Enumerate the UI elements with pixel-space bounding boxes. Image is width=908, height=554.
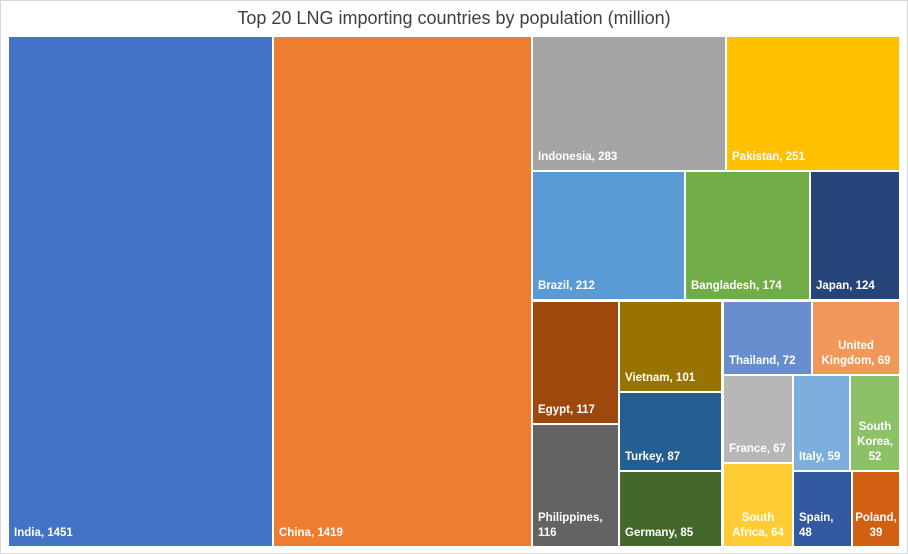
treemap-tile-france: France, 67 xyxy=(724,376,792,462)
data-label: France, 67 xyxy=(729,443,786,455)
treemap-tile-pakistan: Pakistan, 251 xyxy=(727,37,899,170)
treemap-tile-philippines: Philippines, 116 xyxy=(533,425,618,546)
treemap-tile-vietnam: Vietnam, 101 xyxy=(620,302,721,391)
data-label: Turkey, 87 xyxy=(625,451,681,463)
treemap-tile-egypt: Egypt, 117 xyxy=(533,302,618,423)
data-label: Egypt, 117 xyxy=(538,404,595,416)
data-label: Indonesia, 283 xyxy=(538,151,618,163)
treemap-tile-brazil: Brazil, 212 xyxy=(533,172,684,299)
treemap-tile-spain: Spain, 48 xyxy=(794,472,851,546)
treemap-tile-china: China, 1419 xyxy=(274,37,531,546)
data-label: China, 1419 xyxy=(279,527,343,539)
data-label: Italy, 59 xyxy=(799,451,841,463)
treemap-tile-indonesia: Indonesia, 283 xyxy=(533,37,725,170)
data-label: Germany, 85 xyxy=(625,527,694,539)
treemap-tile-india: India, 1451 xyxy=(9,37,272,546)
treemap-tile-united-kingdom: United Kingdom, 69 xyxy=(813,302,899,374)
data-label: India, 1451 xyxy=(14,527,73,539)
data-label: Brazil, 212 xyxy=(538,280,595,292)
data-label: Pakistan, 251 xyxy=(732,151,805,163)
data-label: South Africa, 64 xyxy=(732,512,784,539)
treemap-tile-turkey: Turkey, 87 xyxy=(620,393,721,470)
treemap-tile-japan: Japan, 124 xyxy=(811,172,899,299)
treemap-tile-bangladesh: Bangladesh, 174 xyxy=(686,172,809,299)
data-label: Spain, 48 xyxy=(799,512,834,539)
data-label: Poland, 39 xyxy=(855,512,897,539)
data-label: Thailand, 72 xyxy=(729,355,796,367)
data-label: United Kingdom, 69 xyxy=(821,340,891,367)
chart-title: Top 20 LNG importing countries by popula… xyxy=(237,8,671,28)
treemap-tile-germany: Germany, 85 xyxy=(620,472,721,546)
data-label: South Korea, 52 xyxy=(857,421,893,463)
data-label: Philippines, 116 xyxy=(538,512,603,539)
treemap-tile-thailand: Thailand, 72 xyxy=(724,302,811,374)
treemap-tile-italy: Italy, 59 xyxy=(794,376,849,470)
data-label: Japan, 124 xyxy=(816,280,875,292)
treemap-tile-south-korea: South Korea, 52 xyxy=(851,376,899,470)
treemap-tile-poland: Poland, 39 xyxy=(853,472,899,546)
data-label: Vietnam, 101 xyxy=(625,372,696,384)
treemap-tile-south-africa: South Africa, 64 xyxy=(724,464,792,546)
data-label: Bangladesh, 174 xyxy=(691,280,782,292)
